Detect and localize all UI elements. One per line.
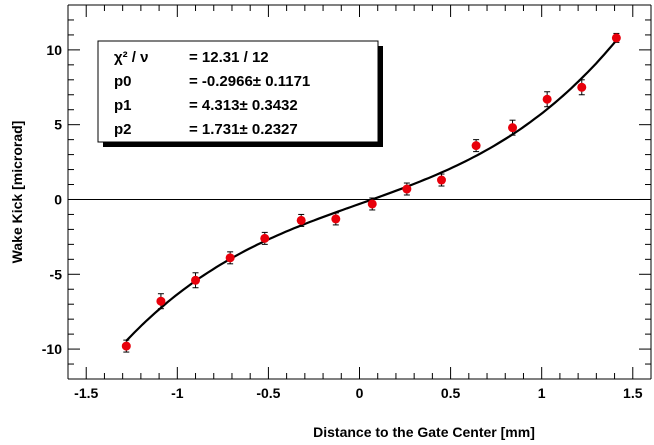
data-point <box>260 231 270 245</box>
point-marker <box>296 215 306 225</box>
point-marker <box>191 275 201 285</box>
y-tick-label: 0 <box>54 191 62 207</box>
x-tick-label: 0.5 <box>441 385 461 401</box>
data-point <box>331 212 341 226</box>
stats-label: p2 <box>114 121 132 138</box>
data-point <box>436 173 446 187</box>
stats-label: p0 <box>114 73 132 90</box>
stats-value: = 1.731± 0.2327 <box>189 121 298 138</box>
stats-box-frame <box>97 40 379 143</box>
x-tick-label: -1.5 <box>74 385 98 401</box>
y-tick-label: 10 <box>46 42 62 58</box>
stats-box: χ² / ν = 12.31 / 12 p0 = -0.2966± 0.1171 p1 =… <box>97 40 383 147</box>
stats-label: χ² / ν <box>114 49 148 66</box>
data-point <box>121 339 131 353</box>
data-point <box>191 272 201 289</box>
data-point <box>367 197 377 211</box>
stats-value: = 4.313± 0.3432 <box>189 97 298 114</box>
data-point <box>402 182 412 196</box>
y-tick-label: 5 <box>54 117 62 133</box>
stats-value: = 12.31 / 12 <box>189 49 269 66</box>
point-marker <box>121 341 131 351</box>
x-ticks: -1.5 -1 -0.5 0 0.5 1 1.5 <box>67 5 652 401</box>
data-point <box>542 91 552 108</box>
data-points <box>121 32 621 353</box>
point-marker <box>436 175 446 185</box>
point-marker <box>577 82 587 92</box>
point-marker <box>260 233 270 243</box>
point-marker <box>611 33 621 43</box>
stats-label: p1 <box>114 97 132 114</box>
x-tick-label: 1 <box>538 385 546 401</box>
x-tick-label: 0 <box>356 385 364 401</box>
x-tick-label: -0.5 <box>256 385 280 401</box>
point-marker <box>367 199 377 209</box>
data-point <box>225 251 235 265</box>
data-point <box>471 139 481 153</box>
point-marker <box>225 253 235 263</box>
point-marker <box>331 214 341 224</box>
point-marker <box>508 123 518 133</box>
x-tick-label: -1 <box>171 385 184 401</box>
y-ticks: -10 -5 0 5 10 <box>42 4 651 380</box>
data-point <box>156 293 166 310</box>
y-axis-label: Wake Kick [microrad] <box>9 121 25 264</box>
y-tick-label: -10 <box>42 341 62 357</box>
data-point <box>577 79 587 96</box>
y-tick-label: -5 <box>50 266 63 282</box>
x-tick-label: 1.5 <box>623 385 643 401</box>
point-marker <box>471 141 481 151</box>
point-marker <box>402 184 412 194</box>
data-point <box>296 213 306 227</box>
point-marker <box>542 94 552 104</box>
stats-value: = -0.2966± 0.1171 <box>189 73 310 90</box>
x-axis-label: Distance to the Gate Center [mm] <box>313 424 535 440</box>
data-point <box>611 32 621 43</box>
data-point <box>508 119 518 136</box>
point-marker <box>156 296 166 306</box>
